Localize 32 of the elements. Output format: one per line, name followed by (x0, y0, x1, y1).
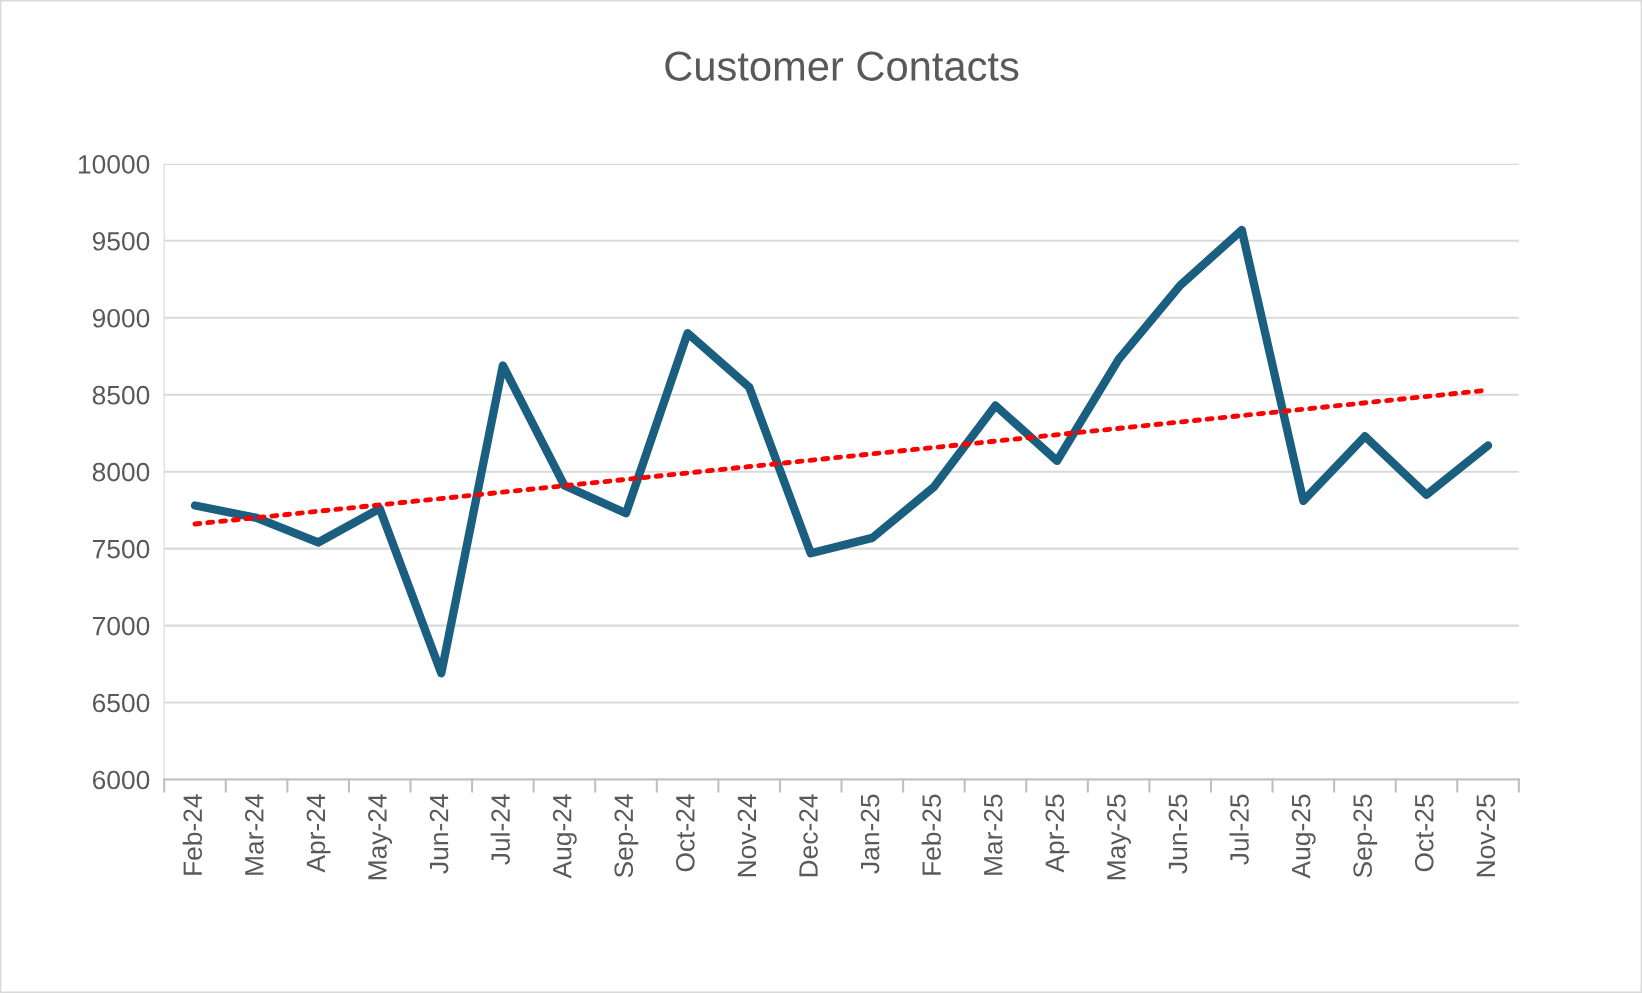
x-tick-label: Feb-25 (921, 794, 941, 875)
x-tick-label: May-25 (1107, 794, 1131, 880)
x-tick-label: Jun-25 (1168, 794, 1188, 874)
x-tick-label: Oct-24 (675, 794, 695, 872)
x-tick-label: Jul-25 (1229, 794, 1249, 865)
x-tick-label: Jul-24 (490, 794, 510, 865)
y-tick-label: 9500 (92, 231, 150, 251)
x-tick-label: May-24 (368, 794, 393, 880)
y-tick-label: 6000 (92, 770, 150, 790)
x-tick-label: Jan-25 (860, 794, 880, 874)
x-tick-label: Sep-25 (1353, 794, 1378, 878)
y-tick-label: 9000 (92, 308, 150, 328)
x-tick-label: Nov-25 (1476, 794, 1496, 877)
x-tick-label: Apr-24 (306, 794, 331, 873)
y-tick-label: 6500 (92, 693, 150, 713)
chart-title: Customer Contacts (665, 51, 1019, 81)
x-tick-label: Apr-25 (1045, 794, 1070, 873)
y-tick-label: 8000 (92, 462, 150, 482)
y-tick-label: 7000 (92, 616, 150, 636)
x-tick-label: Sep-24 (614, 794, 639, 878)
x-tick-label: Aug-25 (1291, 794, 1316, 879)
x-tick-label: Oct-25 (1414, 794, 1434, 872)
x-tick-label: Mar-25 (983, 794, 1003, 875)
x-tick-label: Dec-24 (799, 794, 818, 877)
y-tick-label: 8500 (92, 385, 150, 405)
y-tick-label: 7500 (92, 539, 150, 559)
x-tick-label: Mar-24 (244, 794, 264, 875)
x-tick-label: Aug-24 (552, 794, 577, 879)
y-tick-label: 10000 (78, 154, 150, 174)
x-tick-label: Jun-24 (429, 794, 449, 874)
x-tick-label: Feb-24 (182, 794, 203, 875)
x-tick-label: Nov-24 (737, 794, 757, 877)
